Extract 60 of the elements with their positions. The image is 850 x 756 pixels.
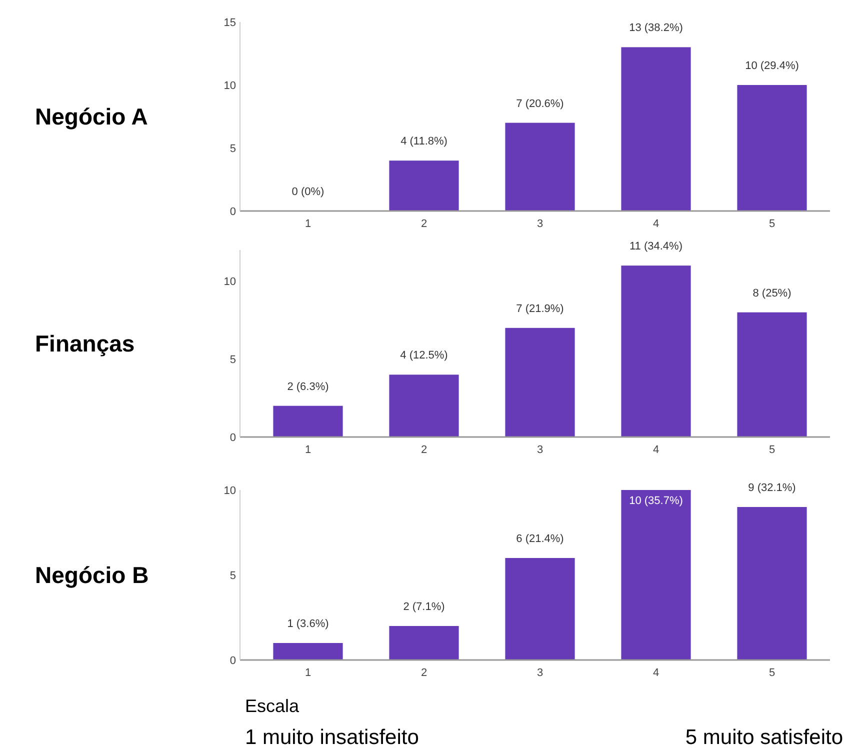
x-tick-label: 3	[536, 218, 544, 230]
data-label: 2 (6.3%)	[287, 380, 329, 393]
y-tick-label: 10	[224, 484, 236, 497]
x-tick-label: 1	[304, 667, 312, 679]
bar	[737, 507, 807, 660]
y-tick-label: 0	[230, 432, 236, 444]
data-label: 9 (32.1%)	[748, 482, 796, 494]
data-label: 0 (0%)	[292, 186, 324, 198]
x-tick-label: 5	[768, 667, 776, 679]
bar	[389, 626, 459, 660]
x-tick-label: 5	[768, 444, 776, 456]
data-label: 6 (21.4%)	[516, 533, 564, 545]
y-tick-label: 5	[230, 142, 236, 155]
x-tick-label: 5	[768, 218, 776, 230]
text: 5 muito satisfeito	[685, 726, 843, 749]
bar	[505, 328, 575, 437]
text: Negócio B	[35, 562, 149, 588]
x-tick-label: 1	[304, 218, 312, 230]
x-tick-label: 4	[652, 444, 660, 456]
x-tick-label: 4	[652, 218, 660, 230]
text: Negócio A	[35, 104, 148, 130]
data-label: 7 (20.6%)	[516, 98, 564, 110]
y-tick-label: 0	[230, 654, 236, 667]
bar	[389, 374, 459, 437]
bar	[737, 312, 807, 437]
y-tick-label: 5	[230, 570, 236, 582]
data-label: 4 (11.8%)	[400, 136, 448, 148]
bar	[621, 490, 691, 660]
bar	[389, 160, 459, 211]
y-tick-label: 15	[224, 16, 236, 29]
data-label: 2 (7.1%)	[403, 601, 445, 613]
y-tick-label: 0	[230, 206, 236, 218]
data-label: 13 (38.2%)	[629, 22, 683, 34]
x-tick-label: 3	[536, 667, 544, 679]
x-tick-label: 2	[420, 667, 428, 679]
x-tick-label: 1	[304, 444, 312, 456]
data-label: 7 (21.9%)	[516, 302, 564, 315]
y-tick-label: 10	[224, 80, 236, 92]
data-label: 10 (29.4%)	[745, 60, 799, 72]
data-label: 4 (12.5%)	[400, 350, 448, 362]
x-tick-label: 2	[420, 444, 428, 456]
bar	[273, 406, 343, 437]
x-tick-label: 2	[420, 218, 428, 230]
bar	[273, 643, 343, 660]
bar	[737, 85, 807, 211]
bar	[505, 558, 575, 660]
text: Finanças	[35, 330, 135, 357]
y-tick-label: 10	[224, 276, 236, 288]
data-label: 11 (34.4%)	[630, 240, 682, 253]
data-label: 1 (3.6%)	[287, 618, 329, 630]
text: 1 muito insatisfeito	[245, 726, 419, 749]
bar	[621, 266, 691, 437]
bar	[621, 47, 691, 211]
y-tick-label: 5	[230, 354, 236, 366]
data-label: 10 (35.7%)	[629, 495, 683, 507]
x-tick-label: 3	[536, 444, 544, 456]
x-tick-label: 4	[652, 667, 660, 679]
data-label: 8 (25%)	[752, 287, 792, 300]
bar	[505, 122, 575, 211]
text: Escala	[245, 696, 300, 716]
